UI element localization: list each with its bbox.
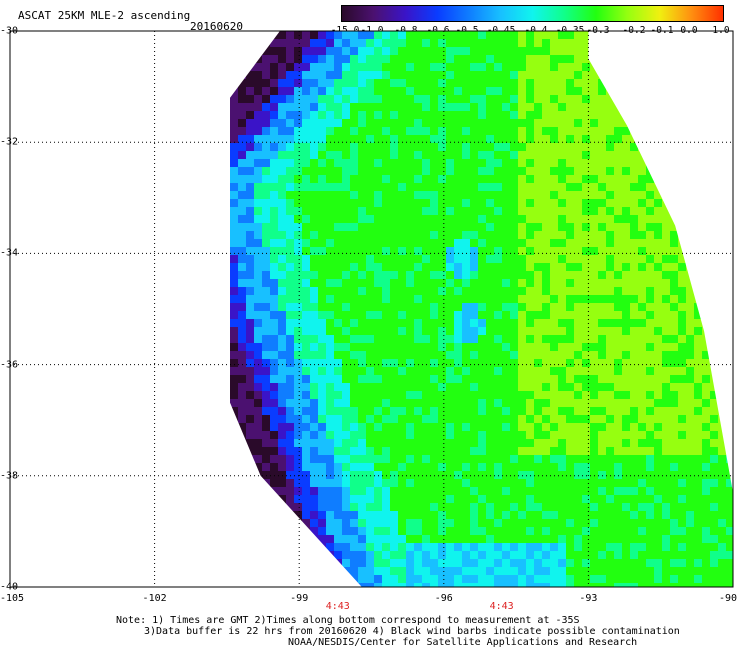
map-frame — [9, 30, 734, 588]
latitude-label: -40 — [0, 581, 19, 593]
longitude-label: -99 — [290, 593, 309, 604]
product-date: 20160620 — [190, 20, 243, 33]
longitude-label: -90 — [718, 593, 738, 604]
note-line-3: NOAA/NESDIS/Center for Satellite Applica… — [288, 637, 638, 648]
longitude-label: -105 — [0, 593, 25, 604]
time-label: 4:43 — [325, 601, 350, 612]
longitude-label: -96 — [434, 593, 453, 604]
latitude-label: -36 — [0, 359, 19, 371]
latitude-label: -38 — [0, 470, 19, 482]
latitude-label: -32 — [0, 136, 19, 148]
note-line-2: 3)Data buffer is 22 hrs from 20160620 4)… — [144, 626, 680, 637]
latitude-label: -34 — [0, 247, 19, 259]
colorbar — [341, 5, 724, 22]
time-label: 4:43 — [489, 601, 514, 612]
product-title: ASCAT 25KM MLE-2 ascending — [18, 9, 191, 22]
latitude-label: -30 — [0, 25, 19, 37]
swath-cells — [230, 31, 734, 587]
longitude-label: -102 — [142, 593, 167, 604]
colorbar-gradient — [342, 6, 723, 21]
note-line-1: Note: 1) Times are GMT 2)Times along bot… — [116, 615, 580, 626]
longitude-label: -93 — [579, 593, 598, 604]
